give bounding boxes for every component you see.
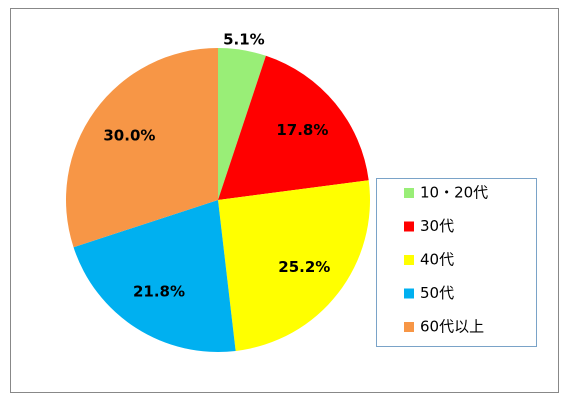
pie-slice [218,48,266,200]
pie-slice [218,55,369,201]
data-label: 25.2% [278,258,330,276]
data-label: 5.1% [223,31,265,49]
legend-swatch [404,288,414,299]
data-label: 30.0% [103,126,155,144]
legend-swatch [404,322,414,332]
legend-label: 60代以上 [420,318,484,336]
legend-label: 50代 [420,284,454,302]
legend-label: 10・20代 [420,184,488,202]
legend-label: 40代 [420,251,454,269]
data-label: 17.8% [276,121,328,139]
legend-swatch [404,221,414,232]
pie-slice [218,180,370,351]
legend-label: 30代 [420,217,454,235]
legend-swatch [404,255,414,265]
data-label: 21.8% [133,283,185,301]
pie-slice [73,200,236,352]
legend-swatch [404,188,414,198]
legend-box [376,178,537,347]
pie-slice [65,48,218,248]
